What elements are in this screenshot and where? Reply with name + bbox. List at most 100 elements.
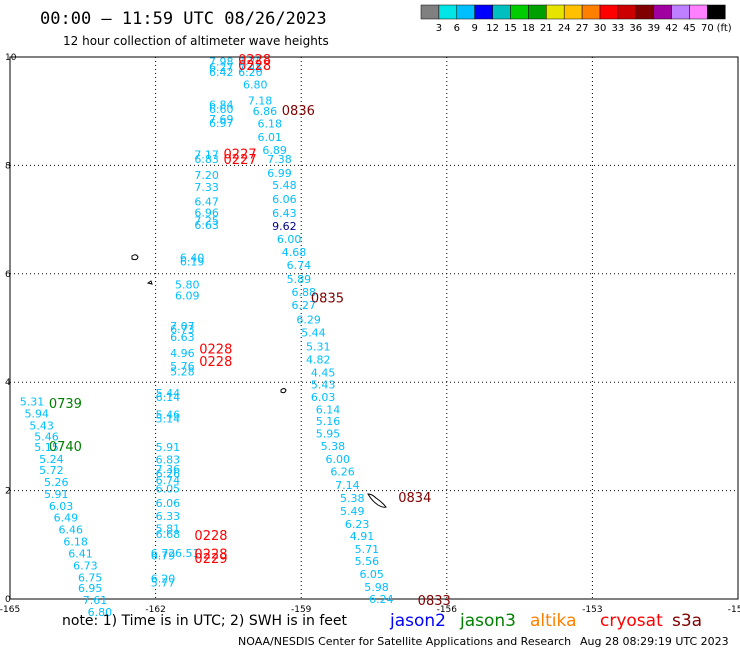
island-outlines — [131, 254, 387, 508]
wave-height-value: 6.89 — [262, 144, 287, 157]
colorbar-label: 9 — [472, 23, 478, 34]
wave-height-value: 5.81 — [156, 523, 181, 536]
pass-time-label: 0228 — [199, 343, 232, 358]
colorbar-swatch — [653, 4, 672, 20]
wave-height-value: 4.91 — [350, 530, 375, 543]
wave-height-value: 6.49 — [54, 512, 79, 525]
wave-height-value: 7.18 — [248, 94, 273, 107]
wave-height-value: 6.26 — [330, 466, 355, 479]
wave-height-value: 6.96 — [194, 207, 219, 220]
colorbar-label: 21 — [540, 23, 553, 34]
colorbar-swatch — [689, 4, 708, 20]
wave-height-value: 6.00 — [325, 453, 350, 466]
pass-time-label: 0836 — [282, 104, 315, 119]
wave-height-value: 5.43 — [29, 420, 54, 433]
satellite-legend-item: jason3 — [459, 611, 516, 631]
pass-time-label: 0228 — [194, 547, 227, 562]
pass-time-label: 0834 — [398, 491, 431, 506]
satellite-legend-item: s3a — [672, 611, 702, 631]
grid-lines — [10, 57, 738, 599]
wave-height-value: 6.14 — [156, 391, 181, 404]
colorbar-swatch — [546, 4, 565, 20]
wave-height-value: 6.18 — [63, 536, 88, 549]
wave-height-value: 6.68 — [156, 528, 181, 541]
wave-height-value: 6.27 — [291, 299, 316, 312]
island-shape — [131, 254, 139, 261]
wave-height-value: 6.74 — [287, 259, 312, 272]
wave-height-value: 6.60 — [209, 103, 234, 116]
colorbar-label: 33 — [612, 23, 625, 34]
footer-note: note: 1) Time is in UTC; 2) SWH is in fe… — [62, 613, 348, 629]
y-tick-label: 10 — [5, 53, 17, 63]
wave-height-value: 6.83 — [194, 153, 219, 166]
footer-credit: NOAA/NESDIS Center for Satellite Applica… — [238, 635, 571, 648]
colorbar-label: 18 — [522, 23, 535, 34]
pass-time-label: 0228 — [238, 59, 271, 74]
wave-height-value: 6.97 — [209, 117, 234, 130]
satellite-legend-item: cryosat — [600, 611, 663, 631]
wave-height-value: 5.16 — [316, 415, 341, 428]
colorbar-label: 45 — [683, 23, 696, 34]
wave-height-value: 7.75 — [238, 55, 263, 68]
wave-height-value: 6.86 — [253, 105, 278, 118]
wave-height-value: 6.47 — [194, 196, 219, 209]
colorbar-swatch — [492, 4, 511, 20]
island-shape — [146, 280, 153, 285]
x-tick-label: -156 — [437, 605, 458, 615]
x-tick-label: -162 — [145, 605, 165, 615]
colorbar-swatch — [420, 4, 440, 20]
y-tick-label: 6 — [5, 270, 11, 280]
wave-height-value: 5.26 — [44, 476, 68, 489]
y-tick-label: 4 — [5, 378, 11, 388]
wave-height-value: 7.45 — [238, 62, 263, 75]
colorbar-label: (ft) — [717, 23, 732, 34]
wave-height-value: 6.24 — [369, 593, 394, 606]
wave-height-value: 7.25 — [194, 215, 219, 228]
wave-height-value: 7.61 — [83, 594, 108, 607]
wave-height-value: 5.43 — [311, 378, 336, 391]
colorbar-swatch — [510, 4, 529, 20]
wave-height-value: 6.03 — [311, 391, 336, 404]
wave-height-value: 5.24 — [39, 453, 64, 466]
wave-height-value: 9.62 — [272, 220, 297, 233]
wave-height-value: 4.45 — [311, 366, 336, 379]
wave-height-value: 5.15 — [34, 441, 59, 454]
wave-height-value: 6.29 — [296, 313, 321, 326]
wave-height-value: 5.56 — [355, 555, 380, 568]
wave-height-value: 6.51 — [175, 547, 200, 560]
colorbar-swatch — [599, 4, 619, 20]
wave-height-value: 6.80 — [243, 79, 268, 92]
colorbar-label: 24 — [558, 23, 571, 34]
wave-height-value: 5.44 — [301, 326, 326, 339]
y-tick-label: 2 — [5, 487, 11, 497]
colorbar-swatch — [671, 4, 690, 20]
colorbar-swatch — [617, 4, 637, 20]
wave-height-value: 5.95 — [316, 428, 341, 441]
plot-frame — [9, 56, 739, 600]
wave-height-value: 6.63 — [194, 219, 219, 232]
wave-height-value: 5.76 — [170, 360, 195, 373]
wave-height-value: 4.82 — [306, 353, 331, 366]
colorbar-swatch — [528, 4, 547, 20]
wave-height-value: 5.44 — [156, 387, 181, 400]
pass-time-label: 0740 — [49, 440, 82, 455]
colorbar-label: 12 — [486, 23, 499, 34]
colorbar-swatch — [581, 4, 601, 20]
wave-height-value: 4.68 — [282, 246, 307, 259]
x-tick-label: -165 — [0, 605, 20, 615]
wave-height-value: 6.72 — [151, 547, 176, 560]
wave-height-value: 6.74 — [156, 474, 181, 487]
wave-height-value: 7.33 — [194, 181, 219, 194]
axis-ticks: -165 -162 -159 -156 -153 -150 0 2 4 6 8 10 — [0, 53, 740, 615]
colorbar-swatch — [707, 4, 726, 20]
wave-height-value: 6.23 — [345, 518, 370, 531]
chart-subtitle: 12 hour collection of altimeter wave hei… — [63, 34, 329, 48]
wave-height-value: 5.38 — [340, 492, 365, 505]
pass-time-label: 0228 — [194, 529, 227, 544]
wave-height-value: 5.31 — [306, 340, 331, 353]
wave-height-value: 5.80 — [175, 279, 200, 292]
colorbar-legend: 3 6 9 12 15 18 21 24 27 30 33 36 39 42 45 70 (ft) — [420, 4, 732, 34]
wave-height-value: 5.31 — [20, 396, 44, 409]
wave-height-value: 6.83 — [156, 454, 181, 467]
